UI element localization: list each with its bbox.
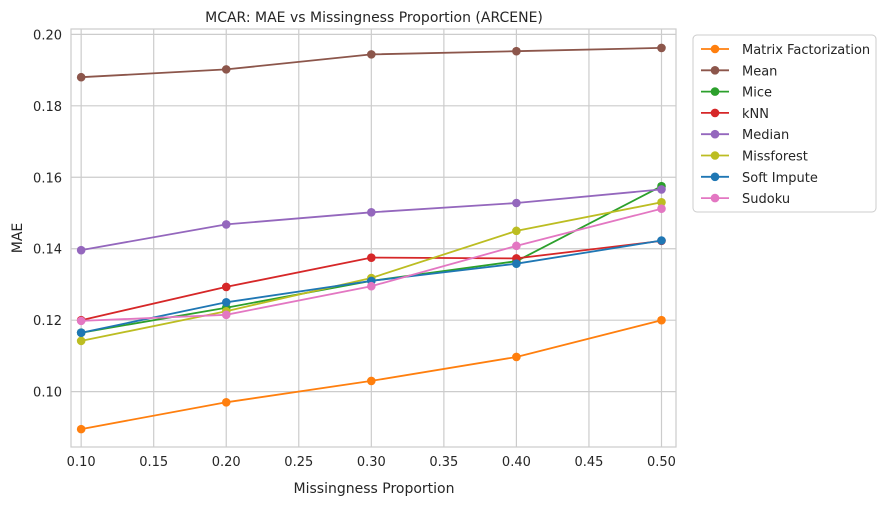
legend-swatch-marker	[710, 87, 720, 96]
data-point	[76, 316, 86, 326]
x-tick-label: 0.35	[429, 455, 458, 470]
grid	[71, 29, 676, 447]
data-point	[657, 236, 666, 245]
legend-entry: Soft Impute	[701, 171, 818, 186]
data-point	[221, 398, 231, 407]
legend-label: Soft Impute	[742, 171, 818, 186]
y-tick-label: 0.18	[33, 100, 62, 115]
data-point	[221, 220, 231, 229]
legend-swatch-marker	[710, 151, 720, 160]
data-point	[76, 328, 86, 337]
data-point	[367, 376, 376, 386]
legend-label: Matrix Factorization	[742, 43, 870, 58]
data-point	[512, 46, 521, 56]
x-tick-label: 0.10	[67, 455, 96, 470]
y-axis-label: MAE	[10, 223, 26, 254]
legend-label: Sudoku	[742, 192, 790, 207]
data-point	[657, 204, 666, 214]
plot-frame	[70, 28, 677, 448]
legend: Matrix Factorization Mean Mice kNN Median Mis…	[692, 34, 877, 213]
y-tick-label: 0.12	[33, 314, 62, 329]
legend-swatch-marker	[710, 129, 720, 139]
data-point	[657, 185, 666, 194]
x-tick-label: 0.50	[647, 455, 676, 470]
series-matrix-factorization	[76, 315, 666, 434]
series-median	[76, 185, 666, 255]
series-lines	[76, 43, 666, 434]
legend-entry: Mice	[701, 86, 772, 101]
legend-entry: Median	[701, 128, 789, 143]
legend-label: Median	[742, 128, 789, 143]
data-point	[367, 207, 376, 217]
legend-swatch-marker	[710, 172, 720, 182]
legend-label: Missforest	[742, 150, 808, 165]
data-point	[221, 298, 231, 307]
legend-entry: kNN	[701, 107, 769, 122]
y-tick-label: 0.16	[33, 171, 62, 186]
legend-label: Mean	[742, 64, 777, 79]
y-tick-label: 0.10	[33, 386, 62, 401]
x-tick-label: 0.15	[139, 455, 168, 470]
legend-entry: Mean	[701, 64, 777, 79]
y-tick-label: 0.20	[33, 28, 62, 43]
data-point	[221, 65, 231, 74]
x-tick-label: 0.30	[357, 455, 386, 470]
x-tick-label: 0.20	[212, 455, 241, 470]
data-point	[367, 50, 376, 59]
data-point	[657, 197, 666, 207]
x-tick-label: 0.25	[284, 455, 313, 470]
chart-title: MCAR: MAE vs Missingness Proportion (ARC…	[205, 10, 543, 26]
data-point	[76, 424, 86, 434]
data-point	[512, 259, 521, 269]
data-point	[367, 281, 376, 291]
legend-swatch-marker	[710, 193, 720, 203]
legend-swatch-marker	[710, 66, 720, 75]
y-tick-label: 0.14	[33, 243, 62, 258]
data-point	[657, 43, 666, 53]
legend-swatch-marker	[710, 108, 720, 118]
data-point	[512, 241, 521, 251]
legend-frame	[692, 34, 877, 213]
y-axis-ticks: 0.10 0.12 0.14 0.16 0.18 0.20	[33, 28, 62, 400]
data-point	[512, 198, 521, 208]
legend-label: kNN	[742, 107, 769, 122]
data-point	[221, 310, 231, 320]
data-point	[512, 352, 521, 362]
x-tick-label: 0.45	[574, 455, 603, 470]
data-point	[76, 336, 86, 346]
series-mean	[76, 43, 666, 82]
legend-swatch-marker	[710, 44, 720, 54]
series-sudoku	[76, 204, 666, 326]
legend-entry: Missforest	[701, 150, 808, 165]
data-point	[512, 226, 521, 236]
data-point	[657, 315, 666, 325]
plot-area	[70, 28, 677, 448]
data-point	[76, 72, 86, 82]
x-axis-ticks: 0.10 0.15 0.20 0.25 0.30 0.35 0.40 0.45 0.50	[67, 455, 676, 470]
legend-entry: Sudoku	[701, 192, 790, 207]
legend-entry: Matrix Factorization	[701, 43, 870, 58]
x-tick-label: 0.40	[502, 455, 531, 470]
x-axis-label: Missingness Proportion	[294, 481, 455, 497]
data-point	[221, 282, 231, 292]
data-point	[367, 253, 376, 262]
data-point	[76, 245, 86, 255]
legend-label: Mice	[742, 86, 772, 101]
